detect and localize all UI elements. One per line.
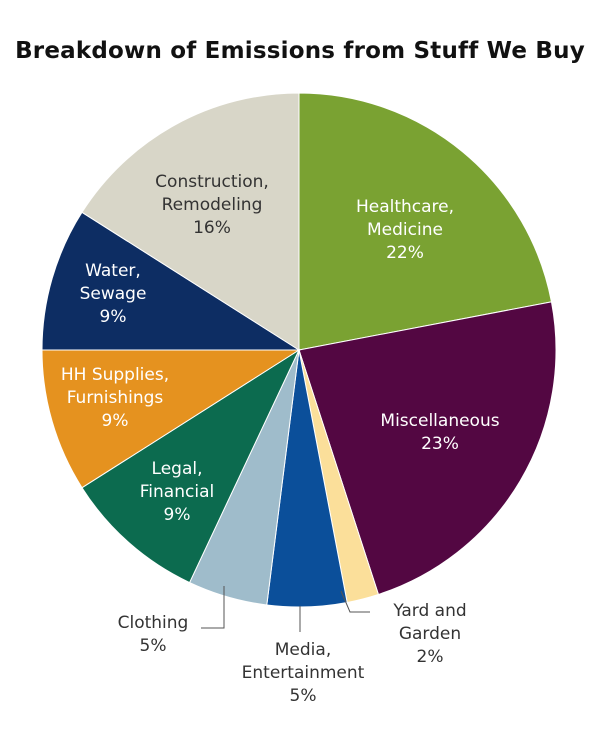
pie-slice-miscellaneous xyxy=(298,301,557,596)
slice-value-media-entertainment: 5% xyxy=(290,686,317,706)
pie-slice-hh-supplies-furnishings xyxy=(41,349,301,489)
slice-value-water-sewage: 9% xyxy=(100,307,127,327)
slice-label-construction-remodeling: Construction, Remodeling 16% xyxy=(155,172,269,238)
slice-name-miscellaneous: Miscellaneous xyxy=(380,411,499,431)
slice-label-yard-and-garden: Yard and Garden 2% xyxy=(392,601,466,667)
slice-label-legal-financial: Legal, Financial 9% xyxy=(140,459,214,525)
slice-label-hh-supplies-furnishings: HH Supplies, Furnishings 9% xyxy=(61,365,169,431)
slice-name-legal-financial: Financial xyxy=(140,482,214,502)
slice-name-water-sewage: Water, xyxy=(85,261,141,281)
slice-value-healthcare-medicine: 22% xyxy=(386,243,424,263)
slice-name-construction-remodeling: Construction, xyxy=(155,172,269,192)
slice-name-clothing: Clothing xyxy=(118,613,189,633)
pie-slice-water-sewage xyxy=(41,211,301,351)
slice-name-healthcare-medicine: Healthcare, xyxy=(356,197,454,217)
slice-name-media-entertainment: Entertainment xyxy=(242,663,365,683)
slice-label-media-entertainment: Media, Entertainment 5% xyxy=(242,640,365,706)
slice-label-water-sewage: Water, Sewage 9% xyxy=(80,261,147,327)
slice-name-media-entertainment: Media, xyxy=(275,640,331,660)
pie-slice-healthcare-medicine xyxy=(298,92,553,351)
leader-line-yard-and-garden xyxy=(340,590,370,613)
pie-slice-construction-remodeling xyxy=(81,92,300,351)
slice-name-water-sewage: Sewage xyxy=(80,284,147,304)
slice-label-clothing: Clothing 5% xyxy=(118,613,189,656)
slice-value-hh-supplies-furnishings: 9% xyxy=(102,411,129,431)
slice-label-healthcare-medicine: Healthcare, Medicine 22% xyxy=(356,197,454,263)
slice-name-hh-supplies-furnishings: HH Supplies, xyxy=(61,365,169,385)
slice-name-yard-and-garden: Yard and xyxy=(392,601,466,621)
slice-name-construction-remodeling: Remodeling xyxy=(162,195,263,215)
slice-value-clothing: 5% xyxy=(140,636,167,656)
chart-title: Breakdown of Emissions from Stuff We Buy xyxy=(15,38,585,64)
slice-value-miscellaneous: 23% xyxy=(421,434,459,454)
slice-value-legal-financial: 9% xyxy=(164,505,191,525)
slice-name-yard-and-garden: Garden xyxy=(399,624,461,644)
slice-value-construction-remodeling: 16% xyxy=(193,218,231,238)
slice-label-miscellaneous: Miscellaneous 23% xyxy=(380,411,499,454)
slice-name-healthcare-medicine: Medicine xyxy=(367,220,443,240)
leader-line-clothing xyxy=(201,586,225,629)
slice-name-legal-financial: Legal, xyxy=(152,459,203,479)
slice-value-yard-and-garden: 2% xyxy=(417,647,444,667)
pie-slice-legal-financial xyxy=(81,348,301,584)
slice-name-hh-supplies-furnishings: Furnishings xyxy=(67,388,164,408)
